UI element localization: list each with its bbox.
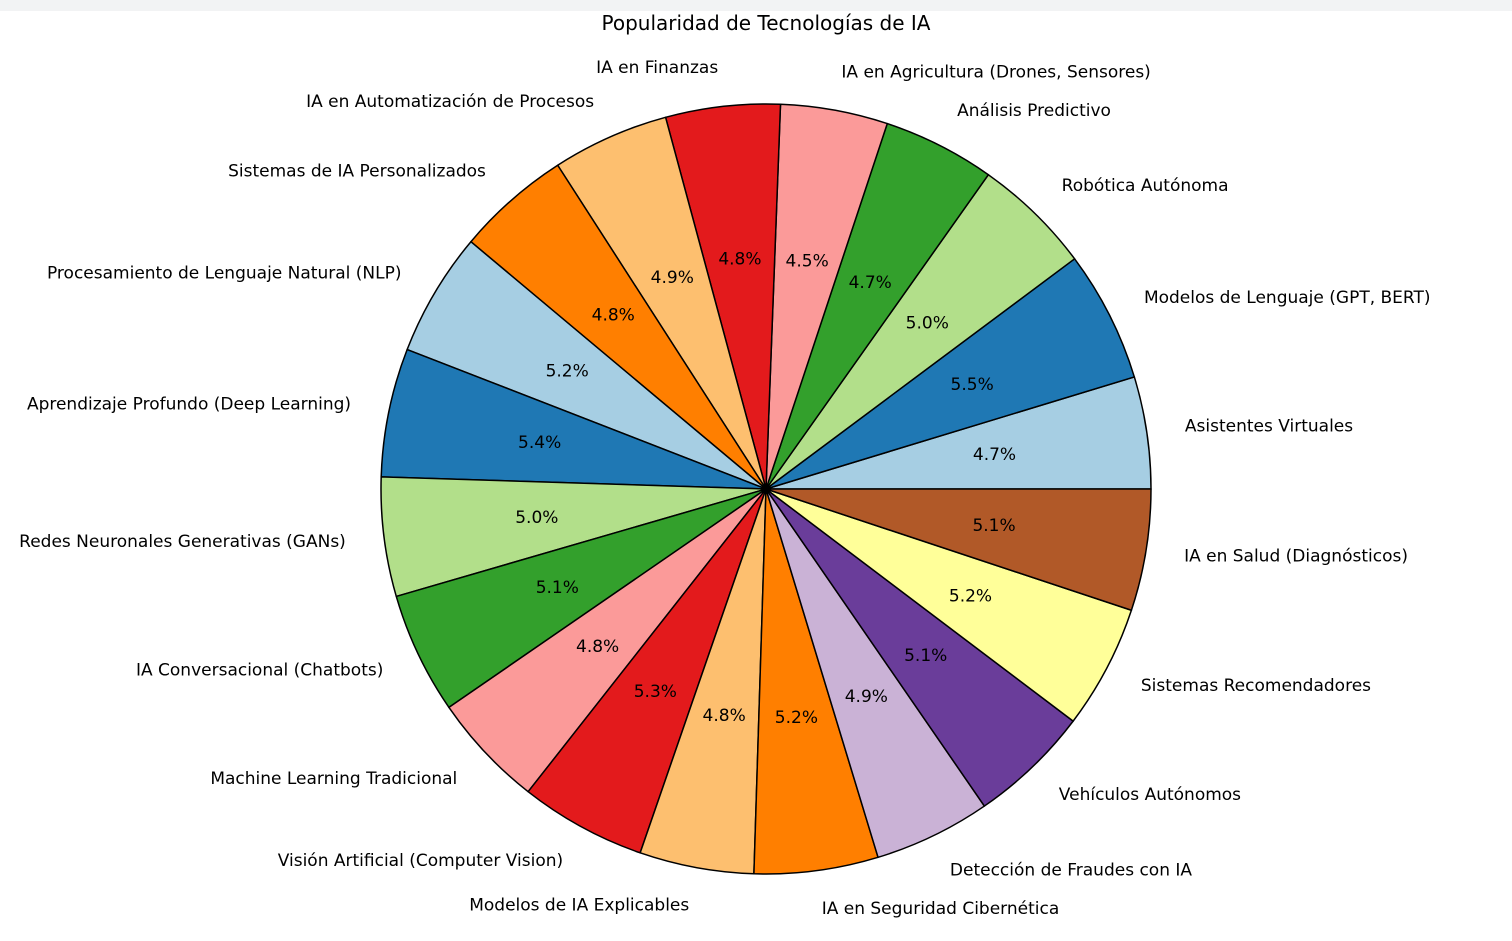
pie-slice-modelos-de-lenguaje-gpt-bert bbox=[765, 258, 1136, 490]
percent-label: 5.2% bbox=[546, 361, 589, 381]
percent-label: 5.5% bbox=[951, 375, 994, 395]
slice-label: Visión Artificial (Computer Vision) bbox=[278, 851, 563, 871]
slice-label: Vehículos Autónomos bbox=[1059, 785, 1241, 805]
slice-label: IA en Salud (Diagnósticos) bbox=[1184, 547, 1408, 567]
percent-label: 5.0% bbox=[515, 508, 558, 528]
slice-label: Aprendizaje Profundo (Deep Learning) bbox=[27, 394, 351, 414]
percent-label: 4.9% bbox=[651, 268, 694, 288]
percent-label: 5.1% bbox=[536, 578, 579, 598]
slice-label: Asistentes Virtuales bbox=[1185, 417, 1353, 437]
percent-label: 4.8% bbox=[718, 249, 761, 269]
slice-label: Modelos de IA Explicables bbox=[469, 895, 689, 915]
percent-labels: 4.7% 5.5% 5.0% 4.7% 4.5% 4.8% 4.9% 4.8% 5.2% 5.4%… bbox=[515, 249, 1016, 728]
percent-label: 5.1% bbox=[972, 516, 1015, 536]
slice-label: Procesamiento de Lenguaje Natural (NLP) bbox=[47, 263, 401, 283]
percent-label: 4.7% bbox=[973, 445, 1016, 465]
percent-label: 5.3% bbox=[634, 682, 677, 702]
slice-label: Modelos de Lenguaje (GPT, BERT) bbox=[1144, 288, 1431, 308]
slice-label: IA en Finanzas bbox=[596, 58, 718, 78]
percent-label: 4.8% bbox=[576, 637, 619, 657]
pie-slice-ia-en-salud-diagnosticos bbox=[765, 488, 1152, 612]
percent-label: 4.8% bbox=[703, 706, 746, 726]
slice-label: Detección de Fraudes con IA bbox=[950, 860, 1192, 880]
slice-label: Redes Neuronales Generativas (GANs) bbox=[19, 532, 346, 552]
chart-title: Popularidad de Tecnologías de IA bbox=[602, 11, 931, 35]
slice-label: Análisis Predictivo bbox=[957, 101, 1111, 121]
percent-label: 4.8% bbox=[592, 306, 635, 326]
slice-label: Robótica Autónoma bbox=[1062, 176, 1229, 196]
percent-label: 5.4% bbox=[518, 433, 561, 453]
category-labels: Asistentes Virtuales Modelos de Lenguaje … bbox=[19, 58, 1430, 919]
percent-label: 5.0% bbox=[906, 314, 949, 334]
percent-label: 5.2% bbox=[775, 708, 818, 728]
percent-label: 4.7% bbox=[849, 273, 892, 293]
slice-label: Sistemas de IA Personalizados bbox=[228, 161, 486, 181]
top-bar bbox=[0, 0, 1512, 11]
slice-label: Machine Learning Tradicional bbox=[210, 769, 457, 789]
percent-label: 5.2% bbox=[949, 586, 992, 606]
slice-label: IA Conversacional (Chatbots) bbox=[136, 661, 383, 681]
slice-label: Sistemas Recomendadores bbox=[1141, 676, 1371, 696]
slice-label: IA en Agricultura (Drones, Sensores) bbox=[841, 62, 1150, 82]
percent-label: 4.9% bbox=[845, 687, 888, 707]
percent-label: 4.5% bbox=[786, 252, 829, 272]
pie-slices bbox=[380, 103, 1152, 875]
slice-label: IA en Automatización de Procesos bbox=[306, 92, 594, 112]
slice-label: IA en Seguridad Cibernética bbox=[822, 899, 1060, 919]
percent-label: 5.1% bbox=[904, 646, 947, 666]
